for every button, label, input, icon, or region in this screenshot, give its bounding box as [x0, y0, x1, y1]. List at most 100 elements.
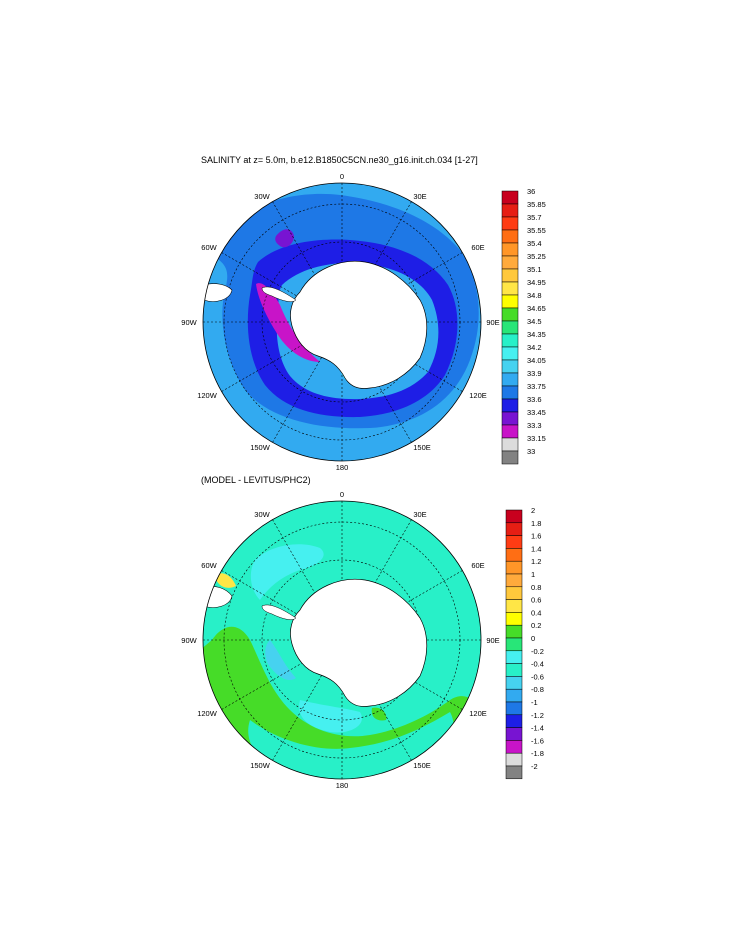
- colorbar-label: 33: [527, 447, 535, 456]
- salinity-lon-label: 180: [336, 463, 349, 472]
- salinity-lon-label: 150W: [250, 443, 271, 452]
- colorbar-label: 34.65: [527, 304, 546, 313]
- salinity-lon-label: 60W: [201, 243, 217, 252]
- colorbar-swatch: [501, 242, 519, 257]
- colorbar-label: 33.75: [527, 382, 546, 391]
- colorbar-label: 0.4: [531, 608, 541, 617]
- colorbar-swatch: [505, 740, 523, 754]
- colorbar-swatch: [505, 612, 523, 626]
- colorbar-swatch: [505, 637, 523, 652]
- colorbar-label: 1.6: [531, 532, 541, 541]
- colorbar-label: -1.2: [531, 711, 544, 720]
- colorbar-swatch: [505, 509, 523, 524]
- difference-lon-label: 150E: [413, 761, 431, 770]
- colorbar-swatch: [505, 548, 523, 562]
- salinity-lon-label: 120E: [469, 391, 487, 400]
- colorbar-label: 35.4: [527, 239, 542, 248]
- colorbar-swatch: [501, 255, 519, 270]
- colorbar-swatch: [505, 535, 523, 549]
- colorbar-swatch: [505, 714, 523, 728]
- colorbar-label: -0.8: [531, 685, 544, 694]
- colorbar-swatch: [501, 346, 519, 361]
- difference-lon-label: 120E: [469, 709, 487, 718]
- difference-lon-label: 150W: [250, 761, 271, 770]
- colorbar-label: 34.95: [527, 278, 546, 287]
- salinity-lon-label: 90E: [486, 318, 499, 327]
- colorbar-label: 35.85: [527, 200, 546, 209]
- colorbar-swatch: [501, 385, 519, 400]
- colorbar-swatch: [501, 398, 519, 413]
- colorbar-label: -1.8: [531, 749, 544, 758]
- colorbar-label: 35.25: [527, 252, 546, 261]
- colorbar-swatch: [501, 307, 519, 322]
- colorbar-swatch: [501, 359, 519, 374]
- salinity-title: SALINITY at z= 5.0m, b.e12.B1850C5CN.ne3…: [201, 155, 478, 165]
- colorbar-label: 35.55: [527, 226, 546, 235]
- colorbar-label: 0.8: [531, 583, 541, 592]
- difference-panel: (MODEL - LEVITUS/PHC2): [181, 475, 544, 790]
- colorbar-label: -0.6: [531, 672, 544, 681]
- salinity-lon-label: 0: [340, 172, 344, 181]
- colorbar-swatch: [505, 688, 523, 703]
- colorbar-label: 35.1: [527, 265, 542, 274]
- difference-lon-label: 180: [336, 781, 349, 790]
- colorbar-swatch: [501, 229, 519, 244]
- salinity-lon-label: 120W: [197, 391, 218, 400]
- difference-lon-label: 30W: [254, 510, 270, 519]
- colorbar-label: 33.6: [527, 395, 542, 404]
- colorbar-swatch: [505, 701, 523, 716]
- colorbar-swatch: [501, 450, 519, 465]
- salinity-map: [203, 183, 481, 461]
- colorbar-swatch: [501, 190, 519, 205]
- colorbar-swatch: [505, 752, 523, 767]
- colorbar-label: 1.4: [531, 544, 541, 553]
- colorbar-label: -1: [531, 698, 538, 707]
- colorbar-label: 33.3: [527, 421, 542, 430]
- colorbar-swatch: [501, 203, 519, 218]
- colorbar-label: -1.6: [531, 736, 544, 745]
- colorbar-label: -2: [531, 762, 538, 771]
- colorbar-label: 36: [527, 187, 535, 196]
- colorbar-swatch: [501, 437, 519, 452]
- colorbar-swatch: [501, 294, 519, 309]
- colorbar-label: 1: [531, 570, 535, 579]
- colorbar-swatch: [505, 522, 523, 536]
- difference-lon-label: 60W: [201, 561, 217, 570]
- colorbar-swatch: [501, 333, 519, 348]
- colorbar-label: 1.2: [531, 557, 541, 566]
- salinity-lon-label: 60E: [471, 243, 484, 252]
- salinity-lon-label: 150E: [413, 443, 431, 452]
- colorbar-label: 33.15: [527, 434, 546, 443]
- colorbar-label: 0: [531, 634, 535, 643]
- colorbar-swatch: [501, 281, 519, 296]
- colorbar-swatch: [501, 411, 519, 426]
- colorbar-label: 0.6: [531, 596, 541, 605]
- salinity-lon-label: 30W: [254, 192, 270, 201]
- colorbar-label: -0.4: [531, 660, 544, 669]
- difference-lon-label: 120W: [197, 709, 218, 718]
- colorbar-label: -1.4: [531, 724, 544, 733]
- colorbar-swatch: [505, 650, 523, 664]
- colorbar-label: 33.9: [527, 369, 542, 378]
- colorbar-label: 0.2: [531, 621, 541, 630]
- colorbar-label: 34.35: [527, 330, 546, 339]
- colorbar-swatch: [505, 727, 523, 741]
- colorbar-swatch: [501, 320, 519, 335]
- colorbar-label: 34.8: [527, 291, 542, 300]
- salinity-lon-label: 30E: [413, 192, 426, 201]
- salinity-lon-label: 90W: [181, 318, 197, 327]
- colorbar-swatch: [501, 424, 519, 439]
- colorbar-label: 34.5: [527, 317, 542, 326]
- salinity-colorbar: 36 35.85 35.7 35.55 35.4 35.25 35.1 34.95 34.8 34…: [501, 187, 546, 465]
- colorbar-swatch: [501, 372, 519, 387]
- colorbar-swatch: [505, 663, 523, 677]
- difference-lon-label: 0: [340, 490, 344, 499]
- difference-map: [203, 501, 481, 779]
- colorbar-label: 34.05: [527, 356, 546, 365]
- colorbar-label: 2: [531, 506, 535, 515]
- colorbar-swatch: [505, 624, 523, 639]
- colorbar-label: -0.2: [531, 647, 544, 656]
- colorbar-swatch: [505, 560, 523, 575]
- colorbar-label: 34.2: [527, 343, 542, 352]
